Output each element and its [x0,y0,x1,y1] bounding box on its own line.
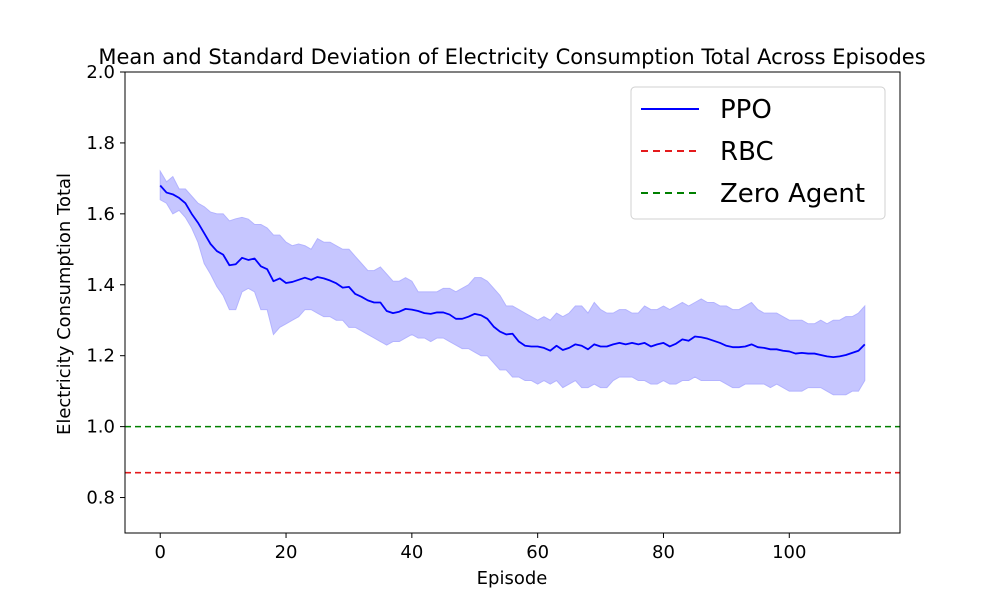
ppo-std-band [159,169,866,396]
ppo-mean-line [159,184,866,359]
x-tick-label: 40 [400,542,423,563]
legend: PPO RBC Zero Agent [630,86,886,220]
x-tick-label: 20 [275,542,298,563]
data-layer [125,169,900,474]
legend-rbc-label: RBC [720,137,774,167]
y-tick-label: 1.0 [86,417,115,438]
y-tick-label: 1.4 [86,275,115,296]
x-axis-label: Episode [477,568,548,589]
axes-layer: 0 20 40 60 80 100 0.8 1.0 1.2 1.4 1.6 1.8 2.0 [86,62,901,563]
y-tick-label: 1.8 [86,133,115,154]
x-tick-label: 0 [155,542,166,563]
x-tick-label: 60 [526,542,549,563]
chart-title: Mean and Standard Deviation of Electrici… [98,45,925,69]
legend-zero-agent-label: Zero Agent [720,179,865,209]
y-tick-label: 1.2 [86,346,115,367]
y-axis-label: Electricity Consumption Total [54,173,75,435]
x-tick-label: 80 [652,542,675,563]
legend-frame [630,86,886,220]
axes-frame [124,71,901,534]
legend-ppo-label: PPO [720,95,772,125]
x-tick-label: 100 [772,542,806,563]
y-tick-label: 2.0 [86,62,115,83]
y-tick-label: 1.6 [86,204,115,225]
y-tick-label: 0.8 [86,488,115,509]
